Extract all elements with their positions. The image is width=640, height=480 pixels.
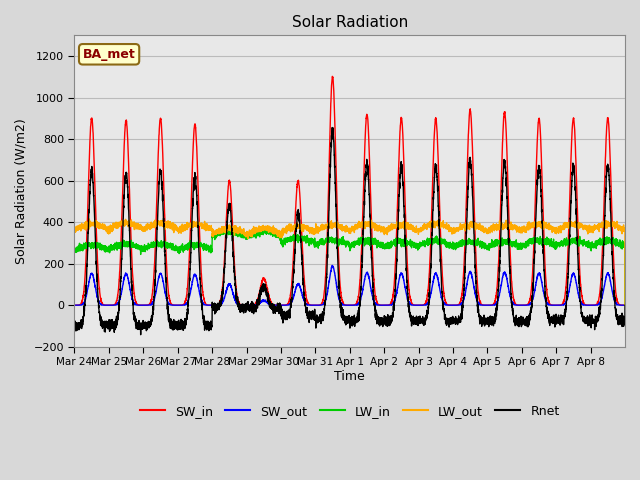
LW_out [400,220,408,226]
Rnet [371,300,378,306]
Line: Rnet: Rnet [74,128,625,335]
Rnet [185,291,193,297]
SW_in [542,279,550,285]
LW_out [185,223,193,229]
SW_out [542,298,550,304]
SW_out [621,302,629,308]
LW_out [371,223,378,228]
Rnet [542,303,550,309]
SW_out [328,263,336,268]
Rnet [621,302,629,308]
SW_out [528,299,536,304]
X-axis label: Time: Time [334,370,365,383]
LW_in [542,239,550,244]
LW_in [621,302,629,308]
Rnet [501,157,509,163]
LW_out [85,216,93,222]
LW_out [621,302,629,308]
Text: BA_met: BA_met [83,48,136,61]
Line: SW_out: SW_out [74,265,625,305]
SW_in [328,73,336,79]
LW_in [371,237,378,242]
Rnet [70,321,78,327]
Rnet [400,204,408,209]
Rnet [137,332,145,337]
SW_in [501,110,509,116]
SW_out [185,296,193,302]
LW_out [501,221,509,227]
Line: LW_in: LW_in [74,228,625,305]
SW_in [70,302,78,308]
LW_in [528,240,536,246]
Rnet [528,304,536,310]
Y-axis label: Solar Radiation (W/m2): Solar Radiation (W/m2) [15,118,28,264]
LW_in [501,238,509,244]
Line: LW_out: LW_out [74,219,625,305]
SW_in [400,155,408,160]
Rnet [328,125,336,131]
SW_out [400,277,408,283]
LW_out [528,224,536,229]
Legend: SW_in, SW_out, LW_in, LW_out, Rnet: SW_in, SW_out, LW_in, LW_out, Rnet [135,400,564,423]
SW_in [371,282,378,288]
SW_in [621,302,629,308]
SW_out [70,302,78,308]
LW_out [70,227,78,232]
SW_out [501,269,509,275]
LW_in [70,245,78,251]
SW_in [185,268,193,274]
SW_out [371,298,378,304]
SW_in [528,281,536,287]
Line: SW_in: SW_in [74,76,625,305]
LW_in [227,225,234,231]
Title: Solar Radiation: Solar Radiation [292,15,408,30]
LW_in [185,241,193,247]
LW_in [400,241,408,247]
LW_out [542,222,550,228]
